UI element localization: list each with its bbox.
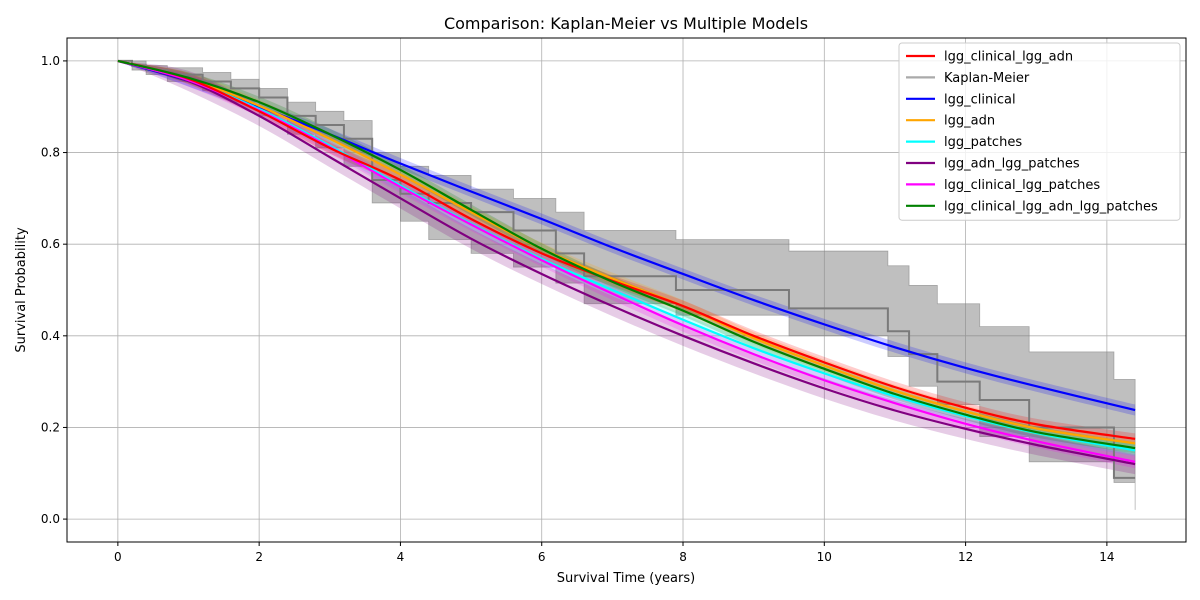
y-tick-label: 0.8 — [41, 146, 60, 160]
x-tick-label: 0 — [114, 550, 122, 564]
x-tick-label: 14 — [1099, 550, 1114, 564]
legend-label: lgg_clinical_lgg_patches — [944, 178, 1100, 193]
legend-label: lgg_patches — [944, 135, 1022, 150]
x-tick-label: 8 — [679, 550, 687, 564]
chart-title: Comparison: Kaplan-Meier vs Multiple Mod… — [444, 14, 808, 33]
x-tick-label: 12 — [958, 550, 973, 564]
series-lgg-adn — [117, 59, 1136, 445]
axis-ticks: 0 2 4 6 8 10 12 14 0.0 0.2 0.4 0.6 0.8 1.0 — [41, 54, 1115, 564]
y-tick-label: 0.2 — [41, 420, 60, 434]
x-axis-label: Survival Time (years) — [557, 571, 695, 586]
series-lgg-clinical-lgg-patches — [117, 59, 1136, 463]
x-tick-label: 4 — [397, 550, 405, 564]
legend-label: lgg_adn_lgg_patches — [944, 157, 1080, 172]
y-tick-label: 1.0 — [41, 54, 60, 68]
y-tick-label: 0.0 — [41, 512, 60, 526]
series-lgg-patches — [117, 59, 1136, 452]
legend-label: lgg_adn — [944, 114, 995, 129]
series-lgg-adn-lgg-patches — [117, 59, 1136, 466]
y-tick-label: 0.6 — [41, 237, 60, 251]
legend: lgg_clinical_lgg_adn Kaplan-Meier lgg_clin… — [898, 42, 1181, 221]
x-tick-label: 10 — [817, 550, 832, 564]
y-axis-label: Survival Probability — [14, 227, 29, 353]
series-kaplan-meier — [117, 59, 1136, 479]
legend-label: lgg_clinical — [944, 92, 1016, 107]
series-lgg-clinical-lgg-adn-lgg-patches — [117, 59, 1136, 450]
legend-label: Kaplan-Meier — [944, 71, 1030, 86]
legend-box — [898, 42, 1181, 221]
y-tick-label: 0.4 — [41, 329, 60, 343]
legend-label: lgg_clinical_lgg_adn — [944, 50, 1073, 65]
x-tick-label: 2 — [255, 550, 263, 564]
series-lines — [117, 59, 1136, 479]
legend-label: lgg_clinical_lgg_adn_lgg_patches — [944, 199, 1158, 214]
x-tick-label: 6 — [538, 550, 546, 564]
band-lgg-adn-lgg-patches — [117, 60, 1136, 475]
plot-frame — [66, 37, 1187, 543]
